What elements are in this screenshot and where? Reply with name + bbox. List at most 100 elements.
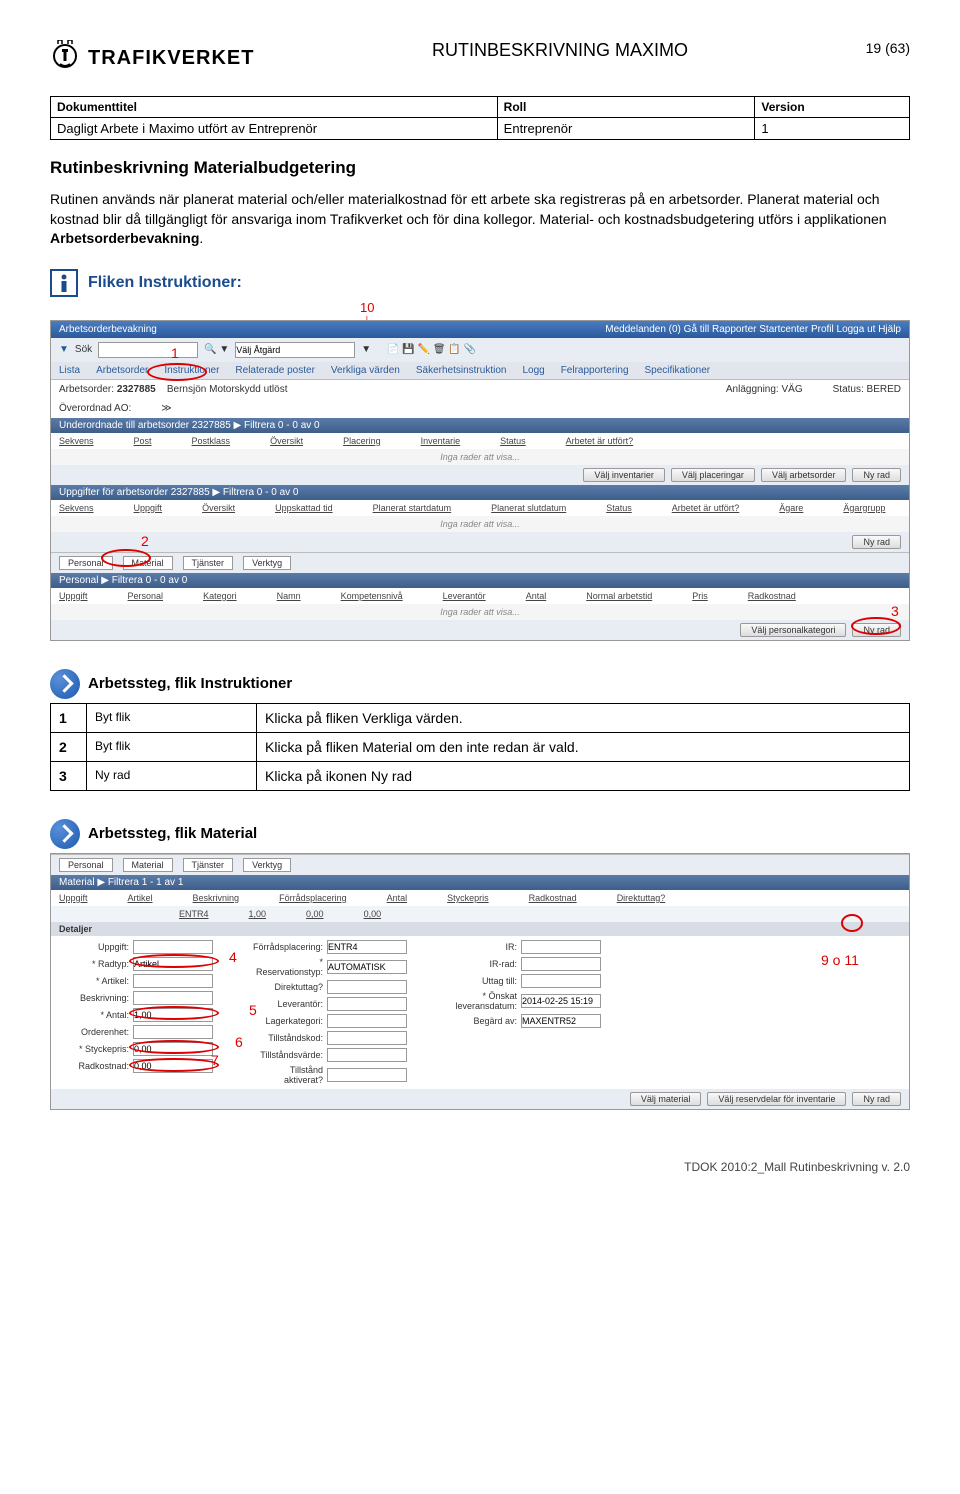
field-input[interactable] bbox=[133, 940, 213, 954]
intro-bold: Arbetsorderbevakning bbox=[50, 230, 199, 246]
page-number: 19 (63) bbox=[866, 40, 910, 56]
ss1btns1-item[interactable]: Välj placeringar bbox=[671, 468, 755, 482]
nav-links[interactable]: Meddelanden (0) Gå till Rapporter Startc… bbox=[605, 324, 901, 335]
meta-v3: 1 bbox=[755, 118, 910, 140]
field-input[interactable] bbox=[521, 974, 601, 988]
section1-header: Underordnade till arbetsorder 2327885 ▶ … bbox=[59, 420, 320, 431]
field-label: IR: bbox=[447, 942, 517, 952]
search-input[interactable] bbox=[98, 342, 198, 358]
ss2cols-item: Radkostnad bbox=[529, 893, 577, 903]
ss2btns-item[interactable]: Ny rad bbox=[852, 1092, 901, 1106]
steps1-title: Arbetssteg, flik Instruktioner bbox=[88, 675, 292, 692]
ss1btns3-item[interactable]: Välj personalkategori bbox=[740, 623, 846, 637]
field-input[interactable] bbox=[327, 1014, 407, 1028]
circle-1 bbox=[147, 363, 207, 381]
ao-desc: Bernsjön Motorskydd utlöst bbox=[167, 384, 288, 395]
ss1cols1-item: Postklass bbox=[192, 436, 231, 446]
step-action: Byt flik bbox=[87, 703, 257, 732]
ss1cols2-item: Översikt bbox=[202, 503, 235, 513]
step-desc: Klicka på ikonen Ny rad bbox=[257, 761, 910, 790]
ss2subtabs-item[interactable]: Personal bbox=[59, 858, 113, 872]
ss2subtabs-item[interactable]: Tjänster bbox=[183, 858, 234, 872]
ss1subtabs-item[interactable]: Tjänster bbox=[183, 556, 234, 570]
ss2btns-item[interactable]: Välj reservdelar för inventarie bbox=[707, 1092, 846, 1106]
field-label: * Radtyp: bbox=[59, 959, 129, 969]
footer: TDOK 2010:2_Mall Rutinbeskrivning v. 2.0 bbox=[0, 1140, 960, 1184]
oval-4 bbox=[129, 954, 219, 968]
field-input[interactable] bbox=[521, 1014, 601, 1028]
ss2cols-item: Antal bbox=[387, 893, 408, 903]
field-input[interactable] bbox=[133, 991, 213, 1005]
ss1cols2-item: Planerat startdatum bbox=[373, 503, 452, 513]
section-title: Rutinbeskrivning Materialbudgetering bbox=[50, 158, 910, 178]
field-label: Direktuttag? bbox=[253, 982, 323, 992]
ss1btns2-item[interactable]: Ny rad bbox=[852, 535, 901, 549]
ss1cols1-item: Post bbox=[134, 436, 152, 446]
circle-2 bbox=[101, 549, 151, 567]
logo: TRAFIKVERKET bbox=[50, 40, 254, 76]
ss1btns1-item[interactable]: Välj arbetsorder bbox=[761, 468, 847, 482]
field-input[interactable] bbox=[521, 957, 601, 971]
field-input[interactable] bbox=[327, 940, 407, 954]
field-input[interactable] bbox=[133, 974, 213, 988]
screenshot-instruktioner: Arbetsorderbevakning Meddelanden (0) Gå … bbox=[50, 320, 910, 641]
ss1cols2-item: Ägargrupp bbox=[843, 503, 885, 513]
steps2-title: Arbetssteg, flik Material bbox=[88, 825, 257, 842]
ss1cols3-item: Normal arbetstid bbox=[586, 591, 652, 601]
field-label: Tillståndskod: bbox=[253, 1033, 323, 1043]
section2-header: Uppgifter för arbetsorder 2327885 ▶ Filt… bbox=[59, 487, 298, 498]
ss2cols-item: Beskrivning bbox=[193, 893, 240, 903]
ss1subtabs-item[interactable]: Verktyg bbox=[243, 556, 291, 570]
ss1cols1-item: Översikt bbox=[270, 436, 303, 446]
field-input[interactable] bbox=[521, 940, 601, 954]
ss2cols-item: Uppgift bbox=[59, 893, 88, 903]
field-input[interactable] bbox=[327, 1048, 407, 1062]
ss1cols3-item: Pris bbox=[692, 591, 708, 601]
field-label: * Styckepris: bbox=[59, 1044, 129, 1054]
field-input[interactable] bbox=[327, 1068, 407, 1082]
step-desc: Klicka på fliken Verkliga värden. bbox=[257, 703, 910, 732]
ss1tabs-item: Specifikationer bbox=[645, 365, 711, 376]
field-label: Beskrivning: bbox=[59, 993, 129, 1003]
annotation-2: 2 bbox=[141, 533, 149, 549]
field-input[interactable] bbox=[327, 1031, 407, 1045]
anl-label: Anläggning: bbox=[726, 384, 779, 395]
section3-header: Personal ▶ Filtrera 0 - 0 av 0 bbox=[59, 575, 187, 586]
field-label: Lagerkategori: bbox=[253, 1016, 323, 1026]
field-label: Tillståndsvärde: bbox=[253, 1050, 323, 1060]
ss1btns1-item[interactable]: Välj inventarier bbox=[583, 468, 665, 482]
field-input[interactable] bbox=[327, 960, 407, 974]
annotation-4: 4 bbox=[229, 949, 237, 965]
ss1cols1-item: Status bbox=[500, 436, 526, 446]
ss1tabs-item: Logg bbox=[522, 365, 544, 376]
action-select[interactable] bbox=[235, 342, 355, 358]
ss2btns-item[interactable]: Välj material bbox=[630, 1092, 702, 1106]
ss2subtabs-item[interactable]: Verktyg bbox=[243, 858, 291, 872]
field-label: IR-rad: bbox=[447, 959, 517, 969]
field-label: Tillstånd aktiverat? bbox=[253, 1065, 323, 1085]
document-meta-table: Dokumenttitel Roll Version Dagligt Arbet… bbox=[50, 96, 910, 140]
ao-value: 2327885 bbox=[117, 384, 156, 395]
info-icon bbox=[50, 269, 78, 297]
ss2subtabs-item[interactable]: Material bbox=[123, 858, 173, 872]
field-label: * Antal: bbox=[59, 1010, 129, 1020]
intro-paragraph: Rutinen används när planerat material oc… bbox=[50, 190, 910, 249]
step-num: 1 bbox=[51, 703, 87, 732]
step-desc: Klicka på fliken Material om den inte re… bbox=[257, 732, 910, 761]
ss1btns1-item[interactable]: Ny rad bbox=[852, 468, 901, 482]
field-label: Begärd av: bbox=[447, 1016, 517, 1026]
ss1tabs-item: Relaterade poster bbox=[235, 365, 315, 376]
annotation-9-11: 9 o 11 bbox=[821, 952, 859, 968]
field-input[interactable] bbox=[521, 994, 601, 1008]
field-input[interactable] bbox=[327, 997, 407, 1011]
field-input[interactable] bbox=[133, 1025, 213, 1039]
ss1cols3-item: Kompetensnivå bbox=[341, 591, 403, 601]
trafikverket-logo-icon bbox=[50, 40, 80, 76]
step-action: Ny rad bbox=[87, 761, 257, 790]
ss1cols2-item: Planerat slutdatum bbox=[491, 503, 566, 513]
field-label: * Önskat leveransdatum: bbox=[447, 991, 517, 1011]
over-label: Överordnad AO: bbox=[59, 403, 131, 414]
ss2cols-item: Styckepris bbox=[447, 893, 489, 903]
field-input[interactable] bbox=[327, 980, 407, 994]
ss1cols3-item: Namn bbox=[277, 591, 301, 601]
